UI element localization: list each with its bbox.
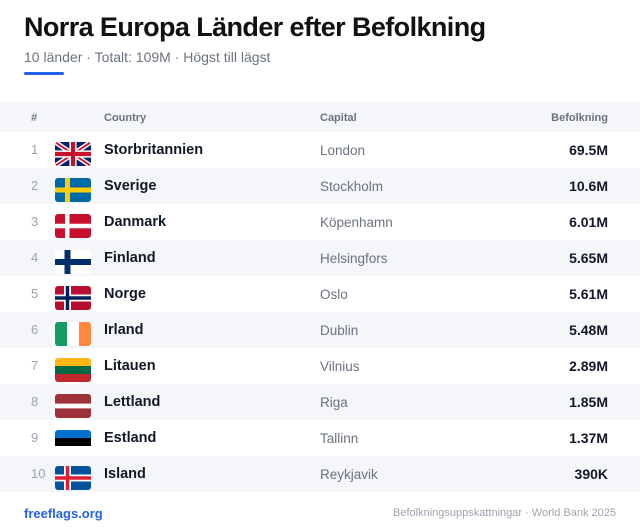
row-country: Estland	[104, 430, 157, 446]
table-row[interactable]: 7 Litauen Vilnius 2.89M	[0, 348, 640, 384]
ireland-flag-icon	[55, 322, 91, 346]
row-rank: 2	[31, 178, 39, 193]
row-rank: 10	[31, 466, 46, 481]
page-title: Norra Europa Länder efter Befolkning	[24, 12, 486, 42]
row-country: Storbritannien	[104, 142, 204, 158]
row-capital: Vilnius	[320, 359, 360, 374]
row-population: 10.6M	[569, 178, 608, 194]
title-accent-bar	[24, 72, 64, 75]
iceland-flag-icon	[55, 466, 91, 490]
row-population: 1.37M	[569, 430, 608, 446]
table-row[interactable]: 2 Sverige Stockholm 10.6M	[0, 168, 640, 204]
table-row[interactable]: 6 Irland Dublin 5.48M	[0, 312, 640, 348]
row-capital: Riga	[320, 395, 348, 410]
row-capital: Helsingfors	[320, 251, 388, 266]
table-row[interactable]: 4 Finland Helsingfors 5.65M	[0, 240, 640, 276]
row-population: 2.89M	[569, 358, 608, 374]
uk-flag-icon	[55, 142, 91, 166]
page-subtitle: 10 länder · Totalt: 109M · Högst till lä…	[24, 49, 271, 65]
row-population: 5.61M	[569, 286, 608, 302]
finland-flag-icon	[55, 250, 91, 274]
row-capital: London	[320, 143, 366, 158]
row-capital: Dublin	[320, 323, 359, 338]
row-rank: 3	[31, 214, 39, 229]
row-capital: Tallinn	[320, 431, 359, 446]
row-rank: 7	[31, 358, 39, 373]
table-row[interactable]: 8 Lettland Riga 1.85M	[0, 384, 640, 420]
row-population: 5.48M	[569, 322, 608, 338]
sweden-flag-icon	[55, 178, 91, 202]
row-country: Danmark	[104, 214, 167, 230]
table-row[interactable]: 9 Estland Tallinn 1.37M	[0, 420, 640, 456]
lithuania-flag-icon	[55, 358, 91, 382]
row-rank: 9	[31, 430, 39, 445]
row-population: 69.5M	[569, 142, 608, 158]
latvia-flag-icon	[55, 394, 91, 418]
table-row[interactable]: 5 Norge Oslo 5.61M	[0, 276, 640, 312]
row-rank: 1	[31, 142, 39, 157]
denmark-flag-icon	[55, 214, 91, 238]
header-country[interactable]: Country	[104, 112, 147, 124]
header-population[interactable]: Befolkning	[551, 112, 608, 124]
row-capital: Köpenhamn	[320, 215, 393, 230]
population-table: # Country Capital Befolkning 1 Storbrita…	[0, 102, 640, 492]
source-note: Befolkningsuppskattningar · World Bank 2…	[393, 507, 616, 519]
row-capital: Stockholm	[320, 179, 384, 194]
norway-flag-icon	[55, 286, 91, 310]
header-capital[interactable]: Capital	[320, 112, 357, 124]
brand-link[interactable]: freeflags.org	[24, 506, 103, 521]
table-row[interactable]: 1 Storbritannien London 69.5M	[0, 132, 640, 168]
row-population: 5.65M	[569, 250, 608, 266]
table-header: # Country Capital Befolkning	[0, 102, 640, 132]
row-population: 1.85M	[569, 394, 608, 410]
table-row[interactable]: 10 Island Reykjavik 390K	[0, 456, 640, 492]
row-rank: 5	[31, 286, 39, 301]
table-row[interactable]: 3 Danmark Köpenhamn 6.01M	[0, 204, 640, 240]
row-capital: Reykjavik	[320, 467, 378, 482]
row-country: Irland	[104, 322, 144, 338]
row-country: Sverige	[104, 178, 157, 194]
row-rank: 8	[31, 394, 39, 409]
row-population: 390K	[574, 466, 608, 482]
estonia-flag-icon	[55, 430, 91, 454]
header-rank[interactable]: #	[31, 112, 38, 124]
row-country: Lettland	[104, 394, 161, 410]
row-population: 6.01M	[569, 214, 608, 230]
row-capital: Oslo	[320, 287, 348, 302]
row-country: Litauen	[104, 358, 156, 374]
row-country: Island	[104, 466, 146, 482]
row-country: Finland	[104, 250, 156, 266]
row-country: Norge	[104, 286, 146, 302]
row-rank: 4	[31, 250, 39, 265]
row-rank: 6	[31, 322, 39, 337]
